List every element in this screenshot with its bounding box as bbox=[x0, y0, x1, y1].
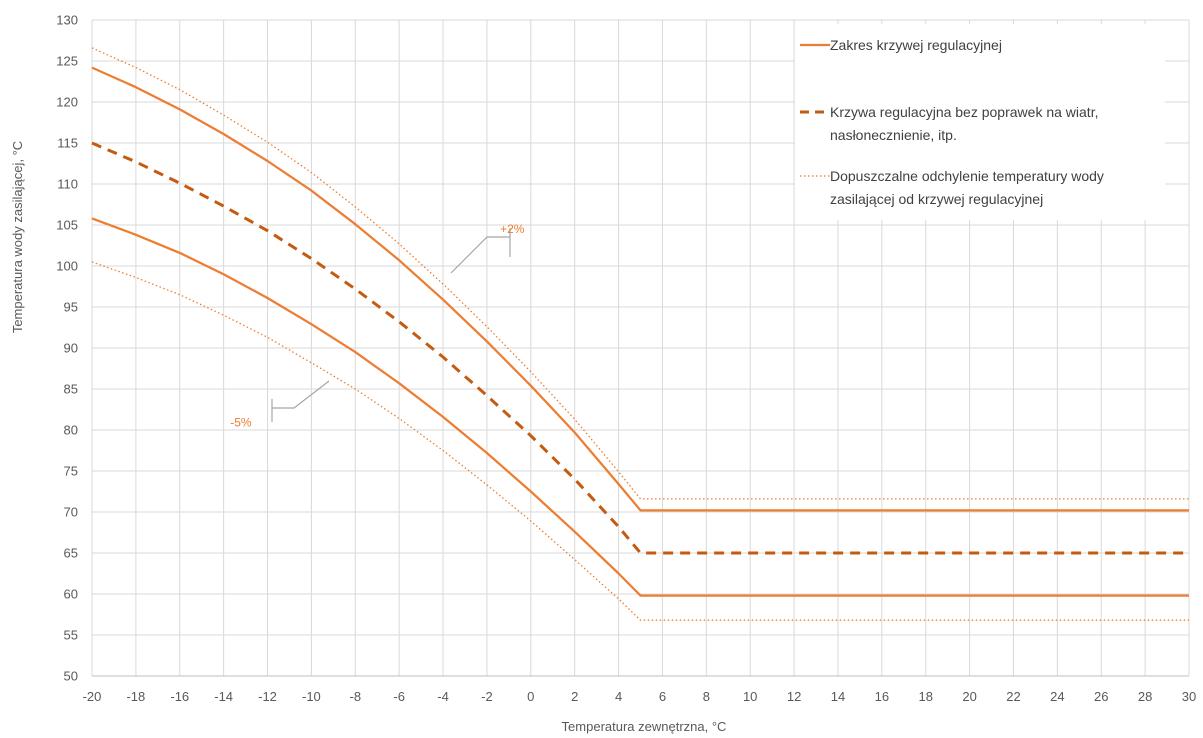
x-tick-label: 28 bbox=[1138, 689, 1152, 704]
series-line-3 bbox=[91, 141, 1189, 555]
y-tick-label: 60 bbox=[64, 587, 78, 602]
y-tick-label: 130 bbox=[56, 13, 78, 28]
y-tick-label: 70 bbox=[64, 505, 78, 520]
y-tick-label: 80 bbox=[64, 423, 78, 438]
series-line-1 bbox=[91, 66, 1189, 512]
x-tick-label: 20 bbox=[962, 689, 976, 704]
x-tick-label: 2 bbox=[571, 689, 578, 704]
x-tick-label: 30 bbox=[1182, 689, 1196, 704]
legend-label-1: Zakres krzywej regulacyjnej bbox=[830, 37, 1002, 53]
series-line-2 bbox=[91, 217, 1189, 597]
x-tick-label: 6 bbox=[659, 689, 666, 704]
legend-label-3: zasilającej od krzywej regulacyjnej bbox=[830, 191, 1043, 207]
x-tick-label: -6 bbox=[393, 689, 405, 704]
legend-background bbox=[795, 24, 1165, 220]
annotations: +2% -5% bbox=[230, 222, 525, 430]
legend-label-3: Dopuszczalne odchylenie temperatury wody bbox=[830, 168, 1104, 184]
annotation-leader-minus bbox=[272, 380, 330, 409]
x-tick-label: -2 bbox=[481, 689, 493, 704]
x-tick-label: -4 bbox=[437, 689, 449, 704]
y-tick-label: 95 bbox=[64, 300, 78, 315]
annotation-plus-2-percent: +2% bbox=[500, 222, 525, 236]
y-tick-label: 90 bbox=[64, 341, 78, 356]
axes: -20 -18 -16 -14 -12 -10 -8 -6 -4 -2 0 2 4 6 8 10 12 14 16 1… bbox=[56, 13, 1196, 705]
legend: Zakres krzywej regulacyjnej Krzywa regula… bbox=[795, 24, 1165, 220]
y-tick-label: 105 bbox=[56, 218, 78, 233]
legend-label-2: Krzywa regulacyjna bez poprawek na wiatr… bbox=[830, 104, 1098, 120]
annotation-minus-5-percent: -5% bbox=[230, 416, 252, 430]
y-tick-label: 115 bbox=[57, 136, 78, 151]
x-axis-title: Temperatura zewnętrzna, °C bbox=[562, 719, 727, 734]
annotation-leader-plus bbox=[450, 236, 510, 274]
x-tick-label: -18 bbox=[126, 689, 145, 704]
x-tick-label: 22 bbox=[1006, 689, 1020, 704]
x-tick-label: -12 bbox=[258, 689, 277, 704]
y-tick-label: 55 bbox=[64, 628, 78, 643]
x-tick-label: -10 bbox=[302, 689, 321, 704]
y-tick-label: 85 bbox=[64, 382, 78, 397]
x-tick-label: -8 bbox=[349, 689, 361, 704]
x-tick-label: 0 bbox=[527, 689, 534, 704]
y-tick-label: 75 bbox=[64, 464, 78, 479]
x-tick-label: 12 bbox=[787, 689, 801, 704]
x-tick-label: -14 bbox=[214, 689, 233, 704]
y-tick-label: 100 bbox=[56, 259, 78, 274]
series-lines bbox=[91, 47, 1189, 621]
x-tick-label: 24 bbox=[1050, 689, 1064, 704]
x-tick-label: 14 bbox=[831, 689, 845, 704]
y-tick-label: 125 bbox=[56, 54, 78, 69]
y-tick-label: 120 bbox=[56, 95, 78, 110]
y-axis-title: Temperatura wody zasilającej, °C bbox=[10, 141, 25, 333]
x-tick-label: -16 bbox=[170, 689, 189, 704]
x-tick-label: 26 bbox=[1094, 689, 1108, 704]
x-tick-label: 10 bbox=[743, 689, 757, 704]
y-tick-label: 65 bbox=[64, 546, 78, 561]
x-tick-label: 8 bbox=[703, 689, 710, 704]
x-tick-label: 16 bbox=[875, 689, 889, 704]
legend-label-2: nasłonecznienie, itp. bbox=[830, 127, 957, 143]
y-tick-label: 50 bbox=[64, 669, 78, 684]
y-tick-label: 110 bbox=[57, 177, 78, 192]
x-tick-label: -20 bbox=[83, 689, 102, 704]
x-tick-label: 18 bbox=[918, 689, 932, 704]
x-tick-label: 4 bbox=[615, 689, 622, 704]
